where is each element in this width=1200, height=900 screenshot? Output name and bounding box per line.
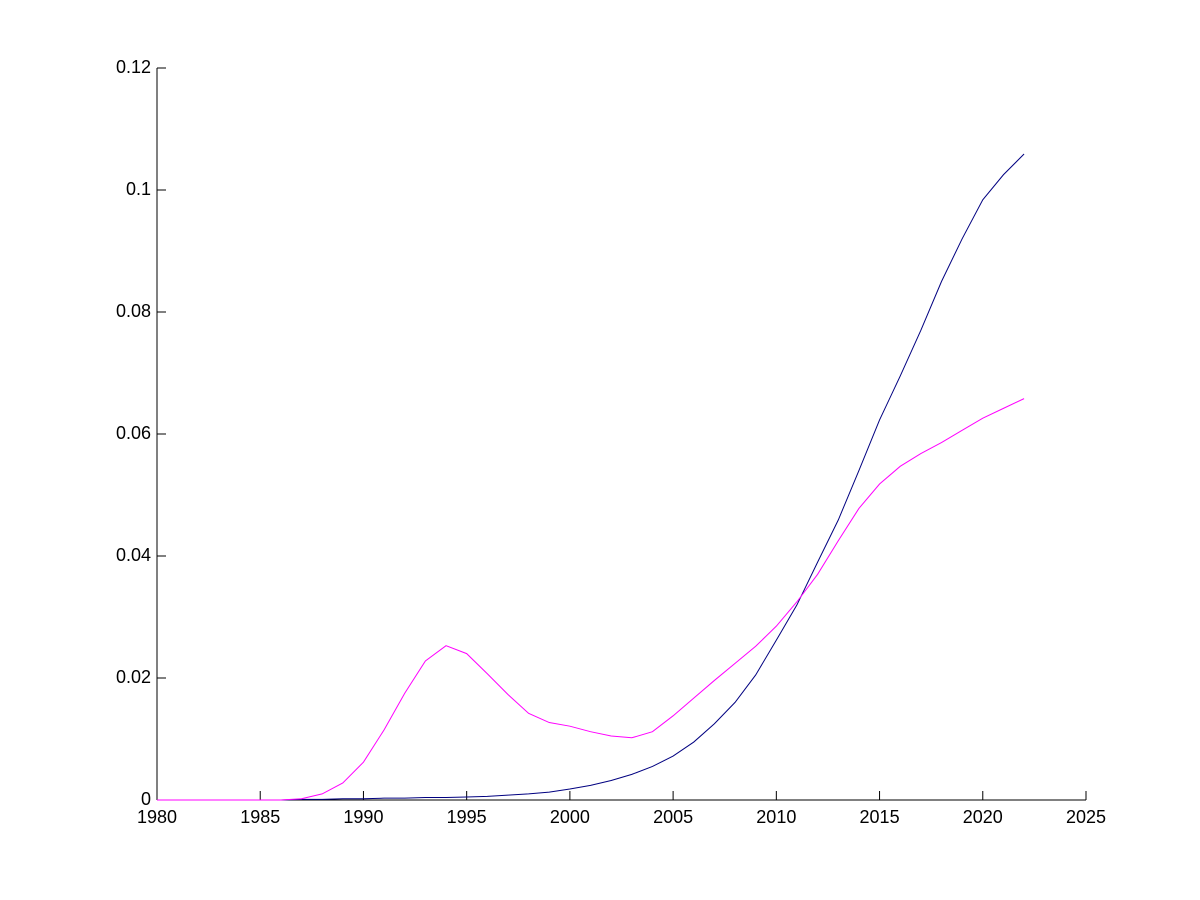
- x-tick-label: 2020: [963, 807, 1003, 827]
- x-tick-label: 2005: [653, 807, 693, 827]
- y-tick-label: 0.02: [116, 667, 151, 687]
- x-tick-label: 2000: [550, 807, 590, 827]
- y-tick-label: 0.04: [116, 545, 151, 565]
- x-tick-label: 2015: [860, 807, 900, 827]
- x-tick-label: 1980: [137, 807, 177, 827]
- x-tick-label: 1995: [447, 807, 487, 827]
- x-tick-label: 2025: [1066, 807, 1106, 827]
- line-series: [157, 398, 1025, 801]
- x-tick-label: 1990: [343, 807, 383, 827]
- y-tick-label: 0.12: [116, 57, 151, 77]
- x-tick-label: 2010: [756, 807, 796, 827]
- y-tick-label: 0.06: [116, 423, 151, 443]
- x-tick-label: 1985: [240, 807, 280, 827]
- y-tick-label: 0.1: [126, 179, 151, 199]
- y-tick-label: 0.08: [116, 301, 151, 321]
- line-series: [157, 153, 1025, 801]
- y-tick-label: 0: [141, 789, 151, 809]
